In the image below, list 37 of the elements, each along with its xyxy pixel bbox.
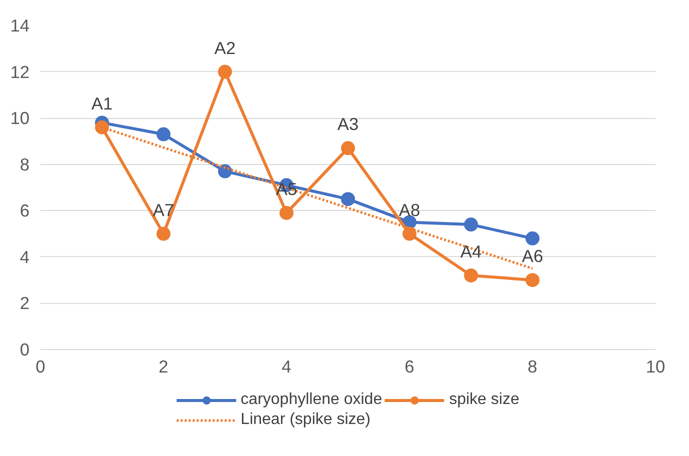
legend-label: Linear (spike size)	[240, 411, 370, 429]
point	[464, 218, 478, 232]
annotation: A1	[91, 93, 113, 114]
annotation: A8	[398, 200, 420, 220]
x-tick-label: 2	[158, 356, 168, 376]
y-tick-label: 0	[20, 340, 30, 360]
annotation: A6	[522, 246, 544, 266]
y-tick-label: 12	[10, 62, 30, 82]
point	[95, 120, 109, 134]
point	[402, 226, 416, 241]
point	[341, 141, 355, 156]
y-tick-label: 6	[20, 200, 30, 221]
point	[526, 273, 540, 288]
annotation: A3	[337, 114, 359, 134]
annotation: A4	[460, 241, 482, 262]
point	[156, 127, 170, 142]
y-tick-label: 2	[20, 293, 30, 314]
point	[464, 268, 478, 282]
x-tick-label: 10	[646, 356, 666, 376]
x-tick-label: 4	[282, 356, 292, 376]
y-tick-label: 8	[20, 154, 30, 174]
y-tick-label: 4	[20, 246, 30, 267]
x-tick-label: 0	[36, 356, 46, 376]
point	[526, 231, 540, 246]
x-tick-label: 8	[528, 356, 538, 376]
point	[218, 164, 232, 178]
legend-label: spike size	[449, 391, 520, 409]
point	[341, 192, 355, 206]
point	[156, 226, 170, 241]
point	[218, 64, 232, 79]
annotation: A5	[276, 178, 298, 199]
y-tick-label: 14	[10, 16, 30, 36]
legend-label: caryophyllene oxide	[240, 391, 382, 409]
y-tick-label: 10	[10, 108, 30, 128]
x-tick-label: 6	[404, 356, 414, 376]
annotation: A2	[214, 38, 236, 58]
point	[280, 206, 294, 220]
